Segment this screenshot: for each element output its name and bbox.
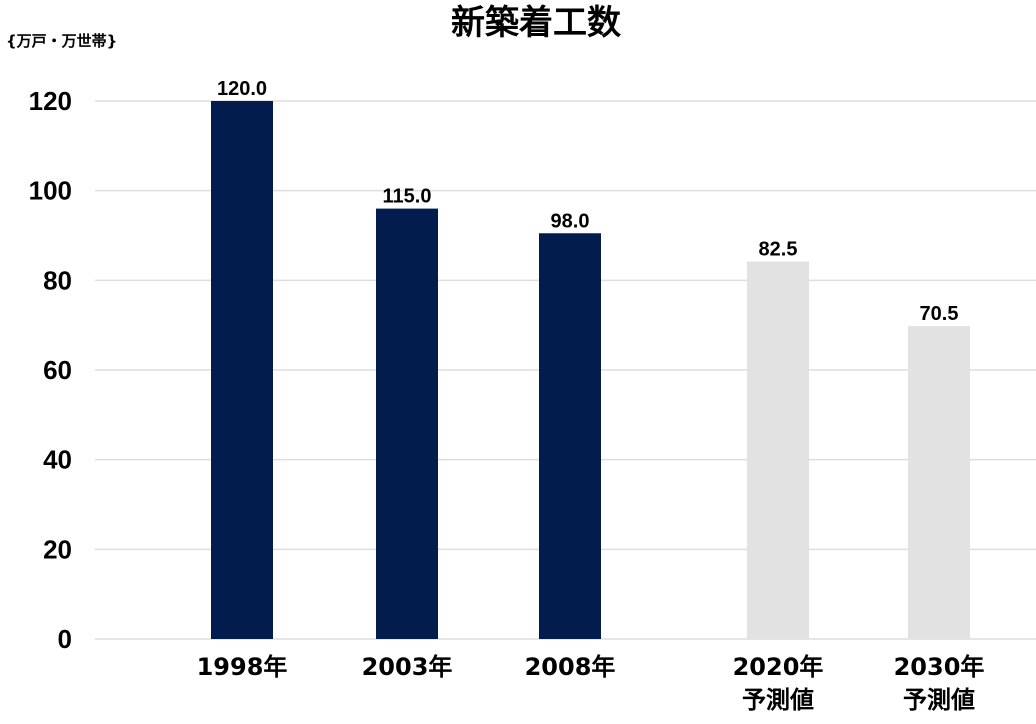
bar <box>908 326 970 639</box>
bar <box>747 261 809 639</box>
x-tick-label: 2008年 <box>525 653 616 681</box>
y-tick-label: 60 <box>43 355 72 385</box>
bar <box>539 233 601 639</box>
x-tick-label: 1998年 <box>197 653 288 681</box>
y-tick-label: 120 <box>29 86 72 116</box>
bar <box>376 208 438 639</box>
y-tick-label: 20 <box>43 534 72 564</box>
bar <box>211 101 273 639</box>
y-axis-ticks: 0 20 40 60 80 100 120 <box>29 86 72 654</box>
chart-title: 新築着工数 <box>451 3 621 43</box>
x-tick-label: 2030年 <box>894 653 985 681</box>
unit-label: {万戸・万世帯} <box>6 32 117 50</box>
data-label: 82.5 <box>759 239 798 261</box>
y-tick-label: 40 <box>43 445 72 475</box>
data-label: 70.5 <box>920 303 959 325</box>
x-tick-label: 2003年 <box>362 653 453 681</box>
y-tick-label: 80 <box>43 265 72 295</box>
x-tick-label: 予測値 <box>742 686 814 714</box>
x-tick-label: 2020年 <box>733 653 824 681</box>
data-label: 120.0 <box>217 78 267 100</box>
bars <box>211 101 970 639</box>
data-label: 98.0 <box>551 210 590 232</box>
data-labels: 120.0 115.0 98.0 82.5 70.5 <box>217 78 959 325</box>
y-tick-label: 100 <box>29 176 72 206</box>
y-tick-label: 0 <box>58 624 72 654</box>
x-tick-label: 予測値 <box>903 686 975 714</box>
data-label: 115.0 <box>383 186 432 208</box>
